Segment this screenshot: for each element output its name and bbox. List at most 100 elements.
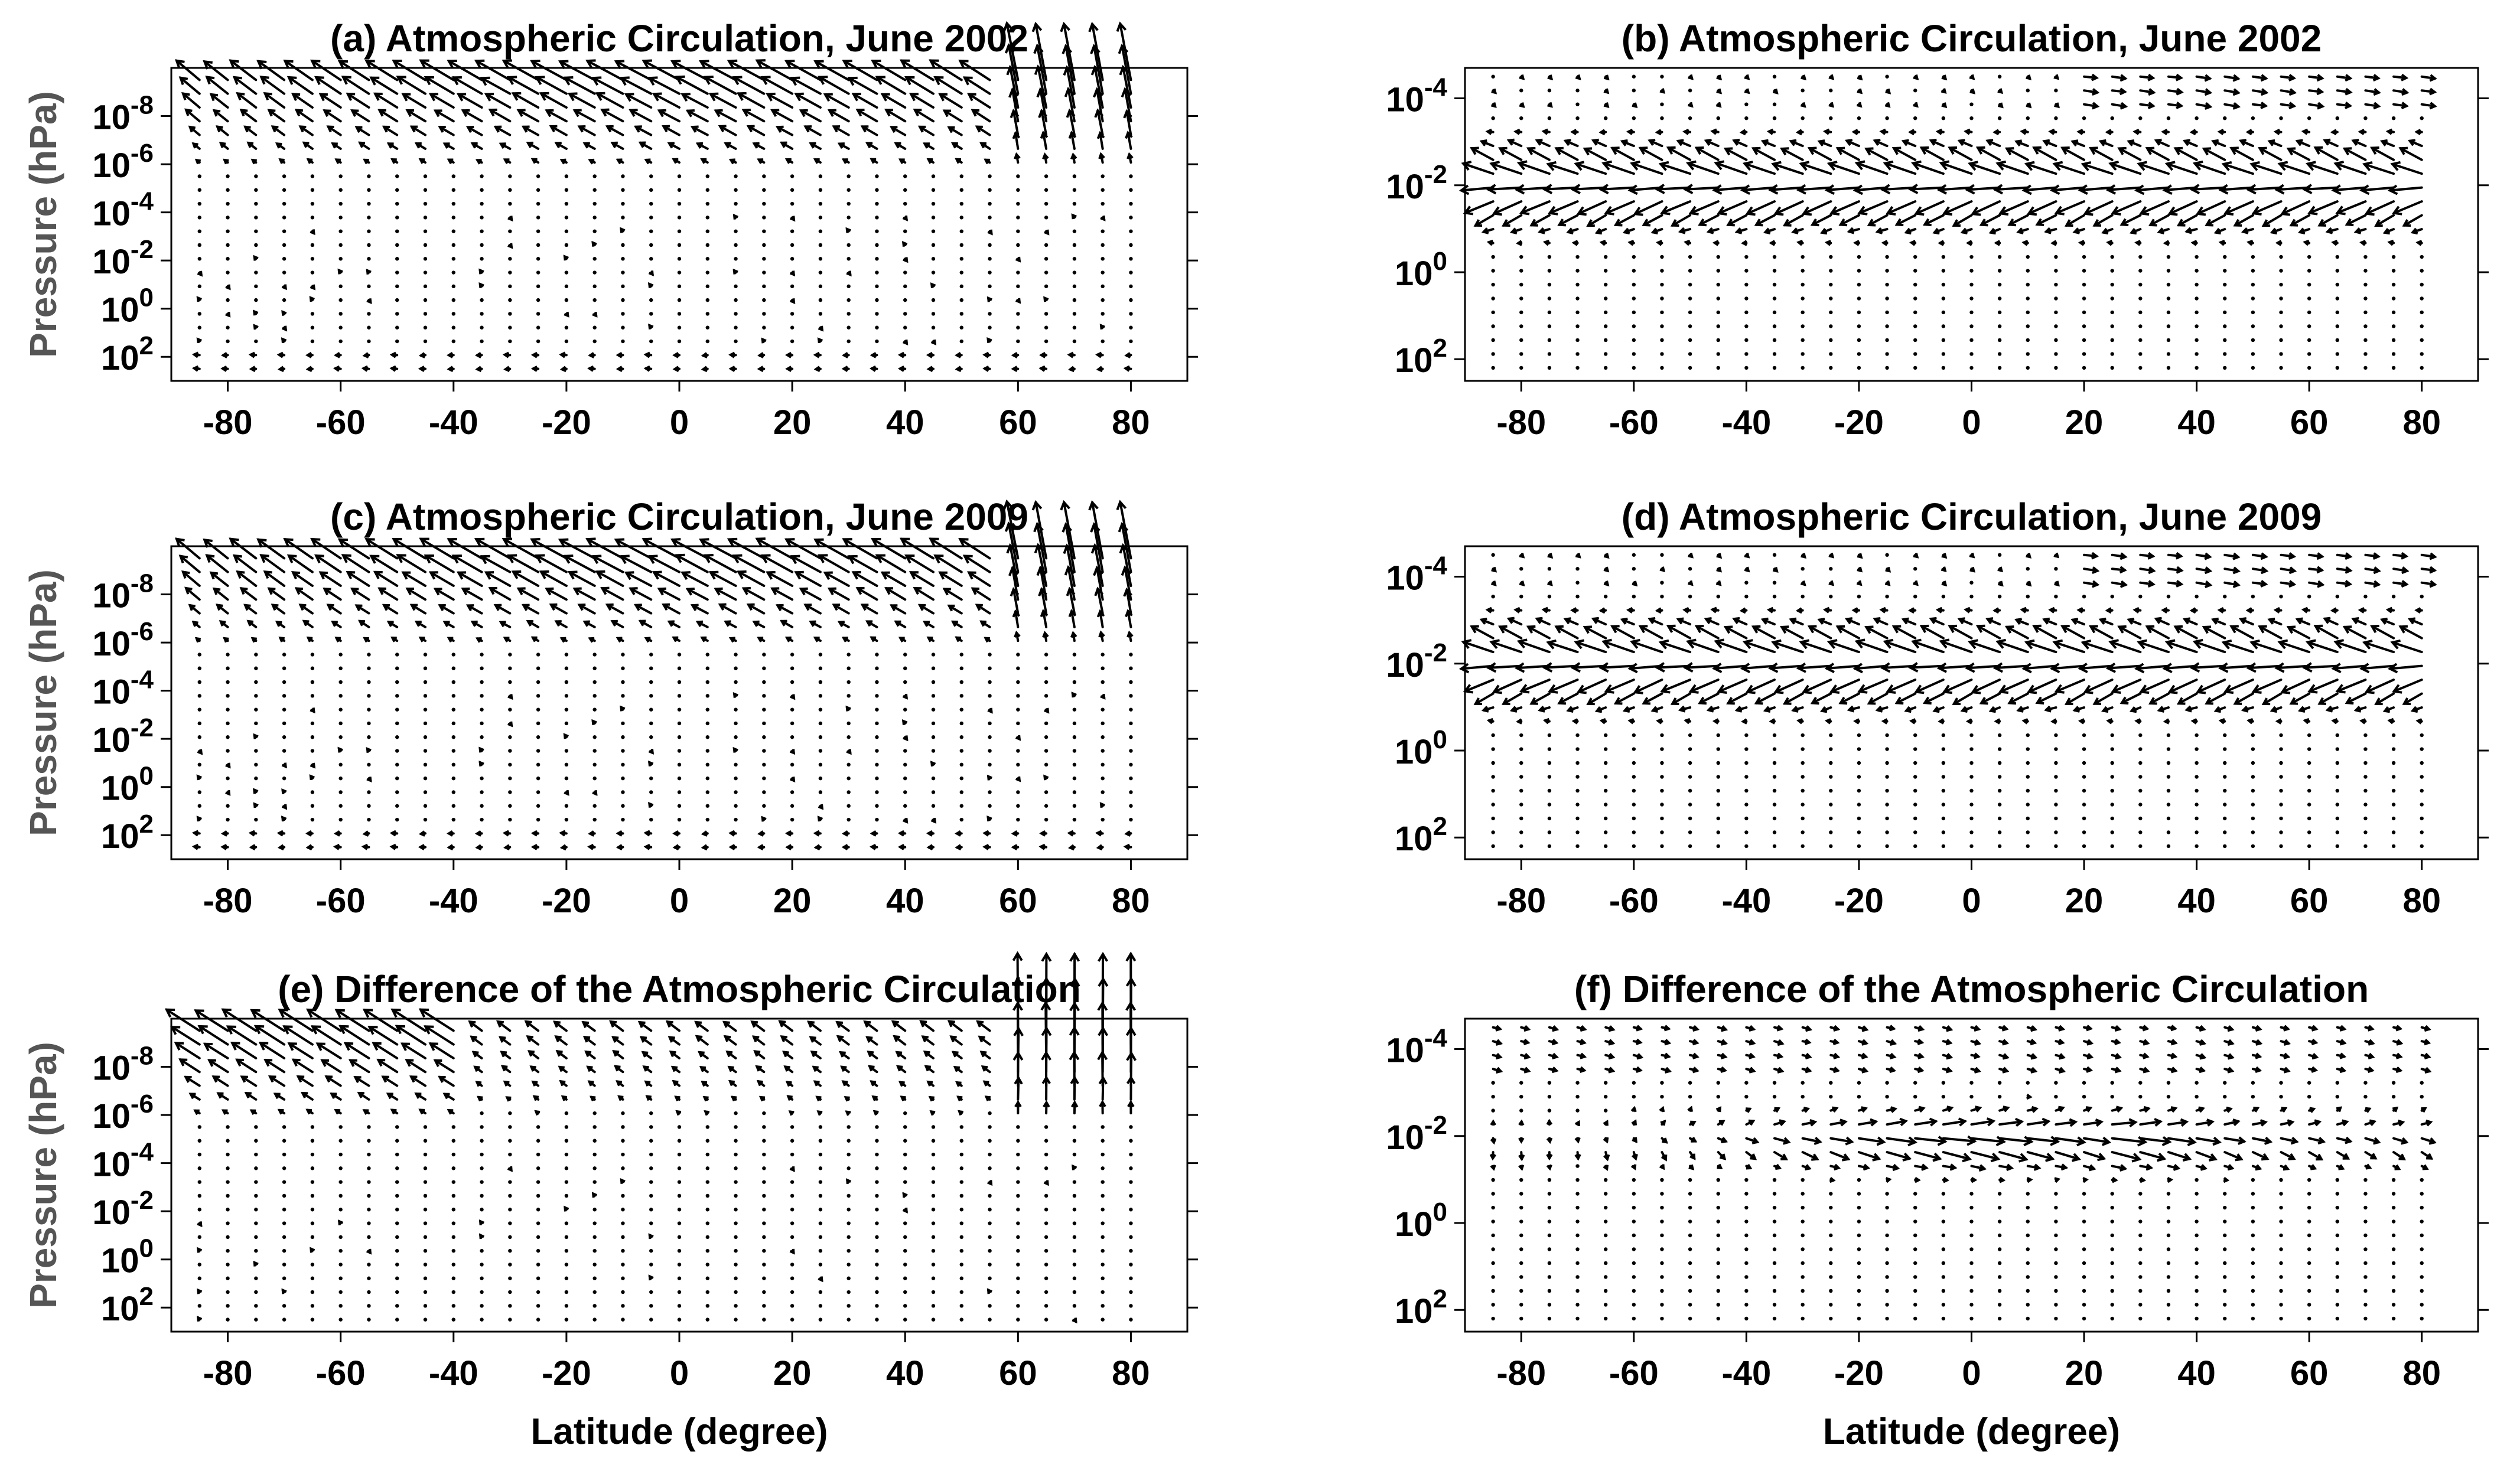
wind-vector: [2281, 679, 2311, 694]
wind-vector-head: [1463, 206, 1474, 216]
wind-vector-head: [1038, 365, 1046, 372]
wind-vector: [226, 1290, 230, 1294]
wind-vector-head: [728, 158, 735, 165]
wind-vector-head: [869, 843, 877, 850]
wind-vector: [1688, 567, 1692, 571]
wind-vector: [1829, 567, 1833, 571]
wind-vector: [423, 762, 428, 767]
wind-vector: [392, 537, 426, 560]
wind-vector: [480, 201, 484, 206]
wind-vector: [1885, 255, 1889, 259]
wind-vector: [747, 125, 766, 136]
wind-vector: [705, 762, 709, 767]
wind-vector-head: [775, 604, 784, 612]
wind-vector: [254, 1208, 258, 1212]
wind-vector-head: [644, 158, 651, 165]
wind-vector: [1611, 625, 1635, 640]
wind-vector: [818, 653, 823, 657]
wind-vector: [197, 1125, 201, 1129]
wind-vector: [2166, 830, 2171, 834]
wind-vector: [1661, 200, 1692, 214]
wind-vector-head: [2351, 139, 2359, 146]
wind-vector: [1101, 270, 1105, 275]
wind-vector: [1966, 186, 2001, 191]
wind-vector: [875, 325, 879, 330]
wind-vector-head: [2401, 552, 2409, 560]
wind-vector: [564, 325, 569, 330]
wind-vector-head: [2204, 88, 2213, 96]
wind-vector: [2223, 310, 2227, 315]
wind-vector: [846, 735, 851, 739]
wind-vector: [367, 312, 371, 316]
wind-vector-head: [389, 830, 397, 837]
wind-vector: [1042, 131, 1048, 150]
wind-vector: [307, 1009, 342, 1032]
wind-vector: [988, 666, 992, 670]
wind-vector: [959, 666, 963, 670]
wind-vector: [846, 201, 851, 206]
wind-vector: [1885, 74, 1889, 79]
wind-vector-head: [1458, 663, 1470, 674]
wind-vector: [1603, 803, 1608, 807]
wind-vector: [1072, 325, 1077, 330]
wind-vector: [1632, 761, 1636, 765]
wind-vector: [423, 1166, 428, 1170]
wind-vector: [785, 538, 822, 560]
wind-vector-head: [1807, 625, 1817, 634]
wind-vector: [1519, 338, 1523, 343]
wind-vector: [2026, 310, 2030, 315]
wind-vector-head: [1039, 830, 1046, 837]
wind-vector: [2363, 338, 2368, 343]
wind-vector: [705, 201, 709, 206]
wind-vector-head: [971, 587, 980, 595]
wind-vector-head: [760, 554, 771, 563]
x-tick-label: 80: [1112, 882, 1150, 920]
wind-vector: [2054, 761, 2058, 765]
wind-vector: [2318, 214, 2339, 227]
wind-vector-head: [1070, 152, 1077, 160]
wind-vector: [762, 721, 766, 726]
wind-vector: [536, 201, 541, 206]
wind-vector: [363, 1009, 399, 1032]
wind-vector: [1044, 201, 1049, 206]
wind-vector-head: [1012, 609, 1021, 618]
wind-vector: [705, 707, 709, 712]
wind-vector: [1744, 102, 1749, 106]
wind-vector: [282, 1180, 286, 1184]
wind-vector-head: [2232, 566, 2241, 575]
wind-vector-head: [2014, 618, 2022, 625]
wind-vector: [451, 735, 455, 739]
x-tick-label: 60: [2290, 403, 2329, 442]
wind-vector-head: [530, 158, 538, 164]
wind-vector-head: [2189, 184, 2200, 195]
x-tick-label: 40: [2177, 882, 2216, 920]
wind-vector: [1603, 269, 1608, 273]
wind-vector: [423, 1263, 428, 1267]
wind-vector: [1688, 89, 1692, 93]
wind-vector: [1744, 594, 1749, 599]
wind-vector: [1519, 747, 1523, 751]
wind-vector: [197, 1235, 201, 1240]
wind-vector: [2110, 594, 2114, 599]
wind-vector: [1630, 640, 1663, 654]
wind-vector: [2110, 733, 2114, 738]
wind-vector: [2054, 116, 2058, 120]
wind-vector-head: [1891, 625, 1902, 634]
wind-vector-head: [229, 59, 239, 69]
wind-vector: [2138, 255, 2143, 259]
wind-vector: [1941, 269, 1946, 273]
wind-vector-head: [930, 339, 937, 345]
wind-vector: [1119, 22, 1132, 81]
wind-vector: [653, 571, 681, 587]
wind-vector-head: [1099, 802, 1105, 808]
wind-vector-head: [277, 366, 285, 373]
wind-vector-head: [1015, 735, 1021, 741]
wind-vector: [310, 1139, 315, 1143]
wind-vector-head: [465, 126, 474, 133]
wind-vector: [931, 257, 936, 261]
wind-vector-head: [281, 284, 287, 291]
wind-vector-head: [475, 366, 482, 373]
wind-vector-head: [761, 816, 767, 822]
wind-vector: [699, 538, 737, 560]
wind-vector-head: [2298, 227, 2306, 234]
